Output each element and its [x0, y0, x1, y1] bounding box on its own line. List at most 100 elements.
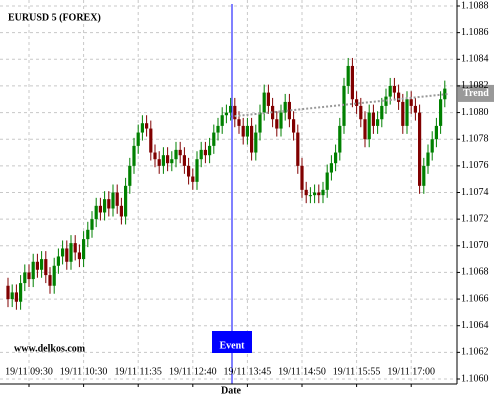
- candle-body: [241, 125, 245, 137]
- y-tick-label: 1.1066: [461, 293, 489, 304]
- candle-body: [52, 265, 56, 286]
- candle-body: [262, 92, 266, 113]
- candle-body: [342, 85, 346, 126]
- candle-body: [279, 112, 283, 129]
- y-tick-label: 1.1062: [461, 347, 489, 358]
- candle-body: [338, 125, 342, 153]
- candle-body: [271, 105, 275, 120]
- candle-body: [229, 105, 233, 113]
- y-tick-label: 1.1072: [461, 213, 489, 224]
- candle-body: [275, 119, 279, 129]
- candle-body: [14, 292, 18, 302]
- candle-body: [439, 99, 443, 126]
- candle-body: [426, 152, 430, 166]
- event-label-box: [212, 331, 252, 353]
- candle-body: [44, 259, 48, 276]
- candle-body: [325, 172, 329, 190]
- y-tick-label: 1.1088: [461, 0, 489, 11]
- candle-body: [195, 159, 199, 182]
- x-tick-label: 19/11 10:30: [60, 366, 108, 377]
- watermark: www.delkos.com: [14, 343, 86, 354]
- x-tick-label: 19/11 17:00: [387, 366, 435, 377]
- candle-body: [124, 185, 128, 217]
- candle-body: [212, 132, 216, 146]
- candle-body: [199, 149, 203, 160]
- candle-body: [329, 163, 333, 173]
- candle-body: [409, 99, 413, 106]
- candle-body: [77, 252, 81, 260]
- candle-body: [371, 112, 375, 126]
- candle-body: [73, 243, 77, 253]
- candle-body: [245, 125, 249, 137]
- candle-body: [90, 219, 94, 230]
- candle-body: [40, 259, 44, 270]
- candle-body: [208, 145, 212, 156]
- candle-body: [392, 85, 396, 93]
- y-tick-label: 1.1064: [461, 320, 489, 331]
- candle-body: [140, 123, 144, 133]
- x-tick-label: 19/11 15:55: [333, 366, 381, 377]
- candle-body: [233, 105, 237, 120]
- candle-body: [161, 155, 165, 166]
- candle-body: [321, 189, 325, 196]
- candle-body: [187, 165, 191, 177]
- candle-body: [149, 128, 153, 153]
- candle-body: [258, 112, 262, 133]
- candle-body: [10, 292, 14, 300]
- y-tick-label: 1.1078: [461, 134, 489, 145]
- candle-body: [283, 101, 287, 113]
- candle-body: [145, 123, 149, 129]
- candle-body: [182, 155, 186, 166]
- candle-body: [6, 285, 10, 300]
- candle-body: [31, 261, 35, 280]
- candle-body: [367, 112, 371, 140]
- trend-label: Trend: [463, 88, 489, 99]
- y-tick-label: 1.1080: [461, 107, 489, 118]
- candle-body: [418, 112, 422, 186]
- candle-body: [422, 165, 426, 186]
- candle-body: [23, 272, 27, 284]
- candle-body: [48, 275, 52, 286]
- candle-body: [191, 176, 195, 182]
- candle-body: [380, 105, 384, 120]
- y-tick-label: 1.1082: [461, 80, 489, 91]
- candle-body: [174, 149, 178, 160]
- candle-body: [170, 159, 174, 164]
- candle-body: [35, 261, 39, 270]
- y-tick-label: 1.1068: [461, 267, 489, 278]
- candle-body: [111, 192, 115, 209]
- candle-body: [413, 105, 417, 113]
- candle-body: [136, 132, 140, 146]
- candle-body: [216, 125, 220, 133]
- event-label: Event: [220, 340, 246, 351]
- x-axis-label: Date: [221, 385, 242, 396]
- candle-body: [69, 243, 73, 262]
- candle-body: [334, 152, 338, 164]
- candle-body: [237, 119, 241, 126]
- candle-body: [254, 132, 258, 153]
- candle-body: [128, 165, 132, 186]
- candle-body: [250, 125, 254, 153]
- x-tick-label: 19/11 09:30: [5, 366, 53, 377]
- candles: [6, 57, 447, 310]
- y-tick-label: 1.1060: [461, 373, 489, 384]
- candle-body: [103, 199, 107, 213]
- candle-body: [359, 105, 363, 120]
- candle-body: [350, 65, 354, 100]
- candle-body: [220, 115, 224, 126]
- candle-body: [132, 145, 136, 166]
- candle-body: [266, 92, 270, 106]
- candle-body: [287, 101, 291, 120]
- x-tick-label: 19/11 11:35: [115, 366, 162, 377]
- candle-body: [178, 149, 182, 156]
- candle-body: [304, 189, 308, 196]
- candle-body: [224, 112, 228, 116]
- candle-body: [56, 256, 60, 266]
- candle-body: [94, 205, 98, 220]
- candle-body: [405, 99, 409, 126]
- x-tick-label: 19/11 13:45: [224, 366, 272, 377]
- candle-body: [388, 85, 392, 97]
- candle-body: [203, 149, 207, 156]
- candle-body: [65, 248, 69, 262]
